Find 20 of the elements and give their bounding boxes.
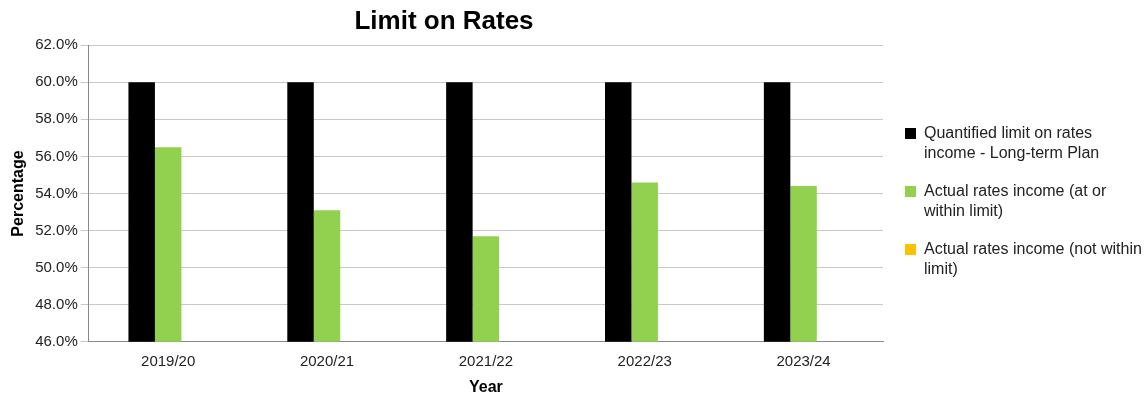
x-tick-label: 2023/24 xyxy=(776,351,831,369)
y-tick-label: 46.0% xyxy=(35,331,78,349)
y-tick-label: 56.0% xyxy=(35,146,78,164)
y-tick-label: 52.0% xyxy=(35,220,78,238)
legend-label: Actual rates income (at or within limit) xyxy=(924,180,1108,221)
legend-label: Quantified limit on rates income - Long-term Plan xyxy=(924,122,1101,163)
y-tick-label: 54.0% xyxy=(35,183,78,201)
y-tick-label: 48.0% xyxy=(35,294,78,312)
x-tick-label: 2021/22 xyxy=(458,351,513,369)
y-tick-label: 58.0% xyxy=(35,109,78,127)
x-axis-title: Year xyxy=(468,377,503,395)
y-tick-label: 50.0% xyxy=(35,257,78,275)
x-tick-label: 2019/20 xyxy=(141,351,196,369)
legend-label: Actual rates income (not within limit) xyxy=(924,238,1143,279)
y-axis-title: Percentage xyxy=(9,150,27,237)
x-tick-label: 2022/23 xyxy=(617,351,672,369)
y-tick-label: 60.0% xyxy=(35,72,78,90)
x-tick-label: 2020/21 xyxy=(299,351,355,369)
chart-title: Limit on Rates xyxy=(354,4,534,35)
y-tick-label: 62.0% xyxy=(35,35,78,53)
